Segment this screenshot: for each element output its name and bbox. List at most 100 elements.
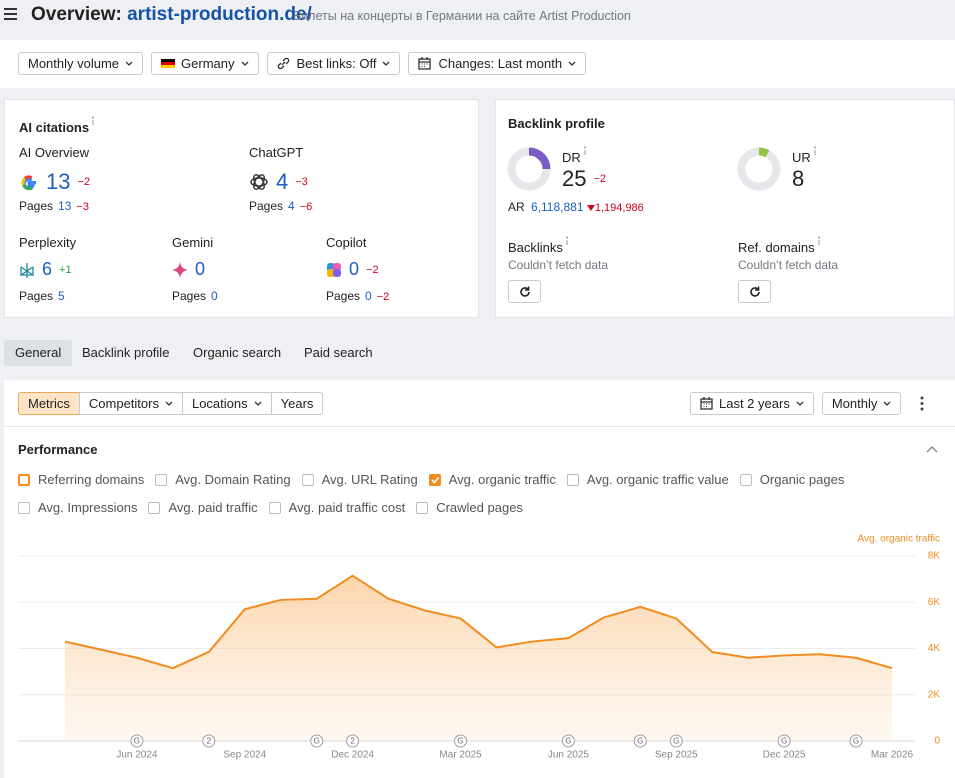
- period-button[interactable]: Monthly: [821, 392, 902, 415]
- info-icon[interactable]: [816, 236, 822, 246]
- checkbox: [416, 501, 429, 514]
- citation-count: 13: [46, 169, 71, 194]
- chevron: [254, 401, 262, 406]
- refresh-button[interactable]: [508, 280, 541, 303]
- filter-label: Germany: [181, 56, 235, 71]
- view-button[interactable]: Competitors: [78, 392, 183, 415]
- event-marker-label: G: [565, 737, 571, 746]
- view-button[interactable]: Years: [270, 392, 324, 415]
- filter-label: Changes: Last month: [438, 56, 563, 71]
- citation-count: 0: [349, 259, 360, 279]
- collapse-icon[interactable]: [926, 445, 938, 453]
- metric-label: Avg. organic traffic: [448, 472, 556, 487]
- info-icon[interactable]: [582, 146, 588, 156]
- donuts: [507, 147, 781, 191]
- filter-label: Best links: Off: [296, 56, 377, 71]
- event-marker[interactable]: [454, 734, 468, 748]
- pages-count: 4: [288, 199, 295, 213]
- value-row: 0 −2: [326, 259, 379, 280]
- check-mark: [431, 476, 439, 484]
- event-marker-label: G: [457, 737, 463, 746]
- citation-change: −3: [295, 176, 308, 188]
- view-button[interactable]: Locations: [181, 392, 272, 415]
- donut-arc: [528, 147, 551, 170]
- filter-button[interactable]: Germany: [151, 52, 259, 75]
- period-button[interactable]: Last 2 years: [690, 392, 814, 415]
- refresh-button[interactable]: [738, 280, 771, 303]
- area: [65, 575, 892, 741]
- chevron: [125, 61, 133, 66]
- citation-count: 0: [195, 259, 206, 279]
- checkbox: [155, 473, 168, 486]
- info-icon[interactable]: [812, 146, 818, 156]
- filter-button[interactable]: Changes: Last month: [408, 52, 587, 75]
- event-marker-label: G: [637, 737, 643, 746]
- metric-checkbox[interactable]: Avg. paid traffic cost: [268, 500, 406, 515]
- event-marker-label: G: [853, 737, 859, 746]
- y-tick-label: 0: [934, 736, 940, 747]
- y-tick-label: 4K: [928, 643, 941, 654]
- event-marker[interactable]: [561, 734, 575, 748]
- citation-item: AI Overview 13 −2 Pages 13 −3: [19, 145, 90, 213]
- tab[interactable]: Paid search: [304, 345, 373, 360]
- backlinks-label: Backlinks: [508, 236, 570, 255]
- source-icon: [327, 262, 341, 277]
- metric-checkbox[interactable]: Avg. Impressions: [18, 500, 137, 515]
- event-marker[interactable]: [130, 734, 144, 748]
- metric-label: Crawled pages: [436, 500, 523, 515]
- filter-icon: [277, 57, 289, 70]
- filter-button[interactable]: Best links: Off: [266, 52, 401, 75]
- chevron: [383, 61, 390, 66]
- view-label: Years: [280, 396, 314, 411]
- tab[interactable]: General: [4, 340, 73, 366]
- citation-change: +1: [59, 263, 72, 276]
- event-marker[interactable]: [310, 734, 324, 748]
- pages-count: 0: [365, 289, 372, 303]
- metric-checkbox[interactable]: Avg. organic traffic value: [566, 472, 729, 487]
- metric-checkbox[interactable]: Avg. paid traffic: [148, 500, 258, 515]
- event-marker-label: 2: [207, 737, 212, 746]
- x-tick-label: Sep 2024: [223, 750, 266, 761]
- donut-arc: [758, 147, 770, 158]
- filter-button[interactable]: Monthly volume: [18, 52, 144, 75]
- metric-checkbox[interactable]: Organic pages: [739, 472, 845, 487]
- event-marker[interactable]: [849, 734, 863, 748]
- metric-label: Avg. paid traffic cost: [288, 500, 406, 515]
- info-icon[interactable]: [90, 116, 96, 126]
- event-marker[interactable]: [777, 734, 791, 748]
- metric-checkbox[interactable]: Avg. URL Rating: [301, 472, 418, 487]
- y-tick-label: 6K: [928, 597, 941, 608]
- view-label: Locations: [191, 396, 248, 411]
- x-tick-label: Dec 2024: [331, 750, 374, 761]
- value-row: 6 +1: [19, 259, 72, 280]
- tab[interactable]: Backlink profile: [82, 345, 170, 360]
- view-button[interactable]: Metrics: [18, 392, 80, 415]
- event-marker[interactable]: [633, 734, 647, 748]
- metric-checkbox[interactable]: Avg. Domain Rating: [155, 472, 291, 487]
- x-tick-label: Mar 2025: [439, 750, 482, 761]
- info-icon[interactable]: [564, 236, 570, 246]
- event-marker[interactable]: [202, 734, 216, 748]
- metric-checkbox[interactable]: Referring domains: [18, 472, 144, 487]
- pages-row: Pages 0 −2: [326, 289, 389, 303]
- menu-icon[interactable]: [4, 8, 18, 20]
- metric-checkbox[interactable]: Avg. organic traffic: [428, 472, 556, 487]
- metric-label: Organic pages: [759, 472, 845, 487]
- filter-bar: Monthly volume Germany Best links: Off Chan…: [0, 40, 955, 88]
- pages-row: Pages 0: [172, 289, 218, 303]
- metric-label: Referring domains: [38, 472, 145, 487]
- metric-checkbox[interactable]: Crawled pages: [416, 500, 523, 515]
- axis-title: Avg. organic traffic: [858, 534, 940, 545]
- tab[interactable]: Organic search: [193, 345, 282, 360]
- metric-label: Avg. organic traffic value: [586, 472, 729, 487]
- metric-label: Avg. Impressions: [38, 500, 138, 515]
- chevron: [796, 401, 804, 406]
- ref-domains-label: Ref. domains: [738, 236, 822, 255]
- event-marker[interactable]: [669, 734, 683, 748]
- ar-value: 6,118,881: [531, 200, 584, 214]
- event-marker[interactable]: [346, 734, 360, 748]
- more-menu[interactable]: [920, 396, 924, 411]
- domain-link[interactable]: artist-production.de/: [127, 4, 312, 25]
- x-tick-label: Mar 2026: [871, 750, 914, 761]
- source-icon: [172, 261, 188, 278]
